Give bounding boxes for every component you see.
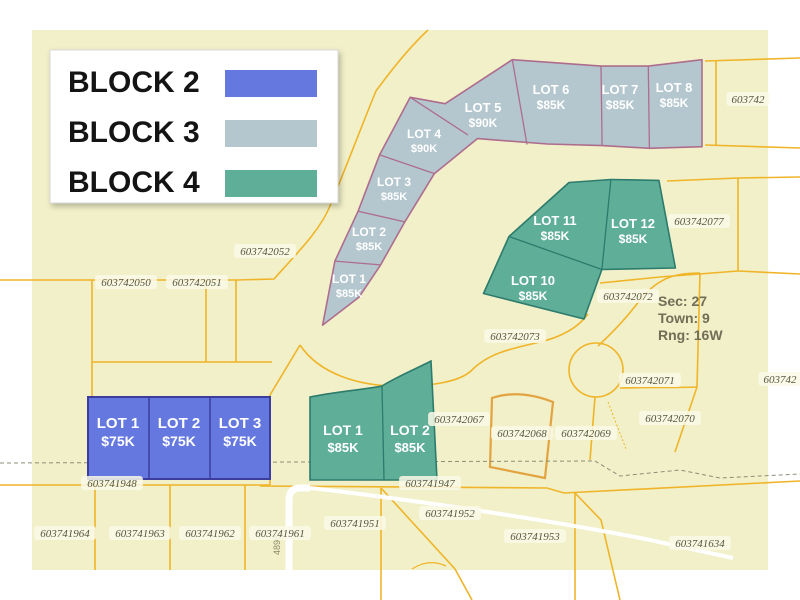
svg-text:LOT 10: LOT 10 <box>511 273 555 288</box>
svg-text:603741951: 603741951 <box>330 518 380 530</box>
svg-text:LOT 7: LOT 7 <box>602 82 639 97</box>
svg-text:603742: 603742 <box>764 374 798 386</box>
svg-text:603741963: 603741963 <box>115 528 165 540</box>
svg-text:BLOCK 3: BLOCK 3 <box>68 116 200 149</box>
svg-text:LOT 3: LOT 3 <box>377 175 411 189</box>
svg-text:603741964: 603741964 <box>40 528 90 540</box>
svg-text:$90K: $90K <box>469 116 498 130</box>
svg-text:$90K: $90K <box>411 143 437 155</box>
svg-text:LOT 1: LOT 1 <box>97 415 140 432</box>
svg-text:$85K: $85K <box>394 440 426 455</box>
svg-text:$85K: $85K <box>660 96 689 110</box>
svg-text:LOT 1: LOT 1 <box>332 272 366 286</box>
svg-text:Sec: 27: Sec: 27 <box>658 293 707 309</box>
svg-text:603742: 603742 <box>732 94 766 106</box>
svg-text:$85K: $85K <box>541 229 570 243</box>
svg-text:603741962: 603741962 <box>185 528 235 540</box>
svg-text:603742052: 603742052 <box>240 246 290 258</box>
svg-text:603741634: 603741634 <box>675 538 725 550</box>
svg-text:603742071: 603742071 <box>625 375 675 387</box>
svg-text:$85K: $85K <box>336 288 362 300</box>
svg-text:603741947: 603741947 <box>405 478 455 490</box>
svg-text:LOT 2: LOT 2 <box>352 225 386 239</box>
svg-text:603741948: 603741948 <box>87 478 137 490</box>
svg-text:BLOCK 4: BLOCK 4 <box>68 166 200 199</box>
svg-text:LOT 2: LOT 2 <box>390 422 430 438</box>
svg-text:603742050: 603742050 <box>101 277 151 289</box>
svg-text:LOT 11: LOT 11 <box>533 213 576 228</box>
svg-text:603742077: 603742077 <box>674 216 724 228</box>
svg-text:LOT 5: LOT 5 <box>465 100 502 115</box>
svg-text:LOT 2: LOT 2 <box>158 415 201 432</box>
svg-text:Rng: 16W: Rng: 16W <box>658 327 723 343</box>
svg-text:603742070: 603742070 <box>645 413 695 425</box>
svg-text:603742069: 603742069 <box>561 428 611 440</box>
svg-text:603741961: 603741961 <box>255 528 305 540</box>
svg-text:Town: 9: Town: 9 <box>658 310 710 326</box>
svg-text:LOT 4: LOT 4 <box>407 127 441 141</box>
svg-text:LOT 3: LOT 3 <box>219 415 262 432</box>
svg-text:603742072: 603742072 <box>603 291 653 303</box>
svg-text:603742067: 603742067 <box>434 414 484 426</box>
svg-text:603741952: 603741952 <box>425 508 475 520</box>
svg-text:$85K: $85K <box>537 98 566 112</box>
svg-text:$75K: $75K <box>101 433 134 449</box>
svg-text:$85K: $85K <box>519 289 548 303</box>
svg-text:603741953: 603741953 <box>510 531 560 543</box>
svg-text:LOT 1: LOT 1 <box>323 422 363 438</box>
svg-text:$75K: $75K <box>223 433 256 449</box>
svg-text:$75K: $75K <box>162 433 195 449</box>
svg-text:$85K: $85K <box>381 191 407 203</box>
svg-text:603742051: 603742051 <box>172 277 222 289</box>
svg-text:$85K: $85K <box>619 232 648 246</box>
svg-text:$85K: $85K <box>327 440 359 455</box>
svg-text:603742073: 603742073 <box>490 331 540 343</box>
svg-text:LOT 12: LOT 12 <box>611 216 655 231</box>
svg-text:BLOCK 2: BLOCK 2 <box>68 66 200 99</box>
svg-text:LOT 8: LOT 8 <box>656 80 693 95</box>
svg-text:603742068: 603742068 <box>497 428 547 440</box>
svg-text:$85K: $85K <box>606 98 635 112</box>
svg-text:LOT 6: LOT 6 <box>533 82 570 97</box>
svg-text:$85K: $85K <box>356 241 382 253</box>
